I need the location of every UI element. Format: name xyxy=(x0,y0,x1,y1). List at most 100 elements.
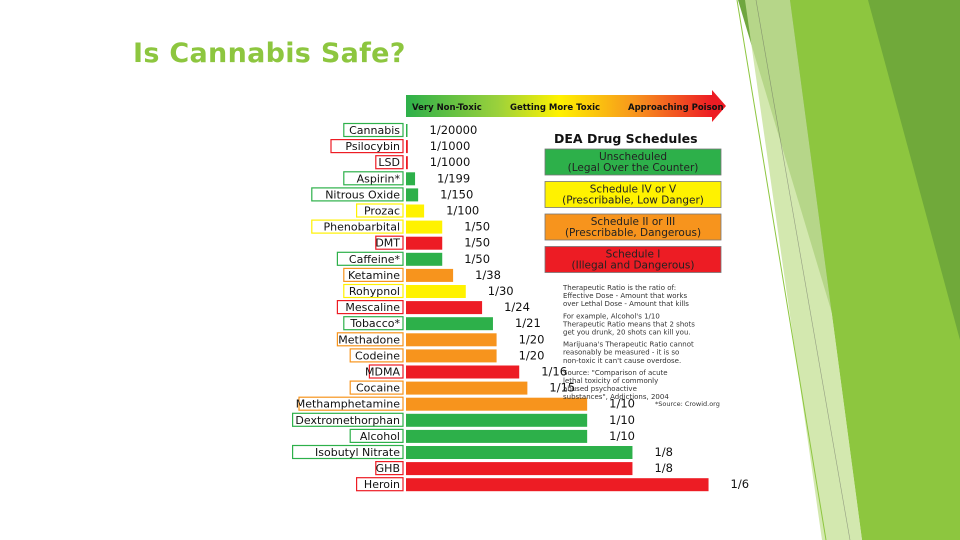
ratio-label: 1/24 xyxy=(504,300,530,314)
label-box xyxy=(292,412,404,427)
ratio-label: 1/6 xyxy=(731,477,750,491)
legend: Unscheduled(Legal Over the Counter) Sched… xyxy=(544,148,722,273)
drug-label: Aspirin* xyxy=(357,172,401,185)
drug-label: Isobutyl Nitrate xyxy=(315,446,400,459)
drug-label: Methamphetamine xyxy=(296,398,401,411)
label-box xyxy=(349,428,404,443)
label-box xyxy=(336,332,404,347)
notes: Therapeutic Ratio is the ratio of:Effect… xyxy=(562,284,695,401)
ratio-label: 1/1000 xyxy=(430,139,470,153)
note-line: For example, Alcohol's 1/10 xyxy=(563,312,660,320)
bar xyxy=(406,156,408,170)
scale-label-nontoxic: Very Non-Toxic xyxy=(412,103,482,113)
drug-label: Prozac xyxy=(364,205,400,218)
label-box xyxy=(311,219,404,234)
toxicity-scale-arrow-icon xyxy=(712,90,726,122)
ratio-label: 1/8 xyxy=(654,445,673,459)
ratio-label: 1/50 xyxy=(464,220,490,234)
label-box xyxy=(298,396,404,411)
ratio-label: 1/50 xyxy=(464,252,490,266)
scale-label-more-toxic: Getting More Toxic xyxy=(510,103,600,113)
drug-label: Caffeine* xyxy=(349,253,401,266)
drug-label: Codeine xyxy=(355,349,400,362)
note-line: over Lethal Dose - Amount that kills xyxy=(563,300,689,308)
drug-label: Psilocybin xyxy=(345,140,400,153)
bar xyxy=(406,140,408,154)
drug-label: LSD xyxy=(378,156,400,169)
drug-label: Dextromethorphan xyxy=(295,414,400,427)
bar xyxy=(406,413,588,427)
note-line: reasonably be measured - it is so xyxy=(563,349,679,357)
drug-label: Rohypnol xyxy=(349,285,400,298)
slide-title: Is Cannabis Safe? xyxy=(133,38,406,69)
drug-label: Tobacco* xyxy=(349,317,400,330)
ratio-label: 1/20 xyxy=(519,332,545,346)
legend-swatch xyxy=(544,246,722,273)
drug-label: Cannabis xyxy=(349,124,400,137)
ratio-label: 1/50 xyxy=(464,236,490,250)
ratio-label: 1/30 xyxy=(488,284,514,298)
bar xyxy=(406,349,497,363)
ratio-label: 1/20 xyxy=(519,348,545,362)
ratio-label: 1/10 xyxy=(609,413,635,427)
drug-label: Mescaline xyxy=(345,301,400,314)
drug-label: Phenobarbital xyxy=(324,221,400,234)
legend-line1: Unscheduled xyxy=(599,151,667,163)
ratio-label: 1/15 xyxy=(549,381,575,395)
label-box xyxy=(343,316,404,331)
label-box xyxy=(375,155,404,170)
ratio-label: 1/20000 xyxy=(430,123,478,137)
bar xyxy=(406,285,466,298)
bar xyxy=(406,188,419,202)
bar xyxy=(406,333,497,347)
ratio-label: 1/21 xyxy=(515,316,541,330)
drug-label: DMT xyxy=(375,237,400,250)
bar xyxy=(406,124,408,137)
note-line: Source: "Comparison of acute xyxy=(563,369,668,377)
deco-line-2 xyxy=(755,0,851,540)
ratio-label: 1/150 xyxy=(440,187,473,201)
note-line: non-toxic it can't cause overdose. xyxy=(563,357,681,365)
bar xyxy=(406,462,633,476)
bar xyxy=(406,381,528,395)
ratio-label: 1/100 xyxy=(446,204,479,218)
ratio-label: 1/8 xyxy=(654,461,673,475)
label-box xyxy=(343,267,404,282)
label-box xyxy=(336,300,404,315)
note-line: Therapeutic Ratio is the ratio of: xyxy=(562,284,676,292)
drug-label: MDMA xyxy=(365,366,400,379)
legend-line1: Schedule II or III xyxy=(591,216,676,228)
drug-label: Alcohol xyxy=(360,430,400,443)
ratio-label: 1/38 xyxy=(475,268,501,282)
drug-label: Ketamine xyxy=(348,269,400,282)
scale-label-poison: Approaching Poison xyxy=(628,103,724,113)
legend-line2: (Prescribable, Dangerous) xyxy=(565,227,701,239)
label-box xyxy=(292,444,404,460)
label-box xyxy=(343,122,404,138)
bar xyxy=(406,429,588,443)
note-line: Effective Dose - Amount that works xyxy=(563,292,687,300)
legend-line2: (Prescribable, Low Danger) xyxy=(562,195,704,207)
label-box xyxy=(375,235,404,250)
drug-label: Cocaine xyxy=(356,382,400,395)
note-line: lethal toxicity of commonly xyxy=(563,377,658,385)
deco-panel-mid xyxy=(868,0,960,340)
bar xyxy=(406,220,443,234)
ratio-label: 1/1000 xyxy=(430,155,470,169)
drug-label: Methadone xyxy=(338,333,400,346)
note-line: get you drunk, 20 shots can kill you. xyxy=(563,329,691,337)
label-box xyxy=(375,461,404,476)
drug-label: GHB xyxy=(376,462,400,475)
label-box xyxy=(330,139,404,154)
label-box xyxy=(311,187,404,202)
legend-line1: Schedule IV or V xyxy=(590,184,677,196)
label-box xyxy=(368,364,404,379)
label-box xyxy=(349,348,404,363)
bar xyxy=(406,317,493,331)
ratio-label: 1/10 xyxy=(609,397,635,411)
bar xyxy=(406,478,709,492)
bar xyxy=(406,268,454,282)
legend-line1: Schedule I xyxy=(606,249,661,261)
